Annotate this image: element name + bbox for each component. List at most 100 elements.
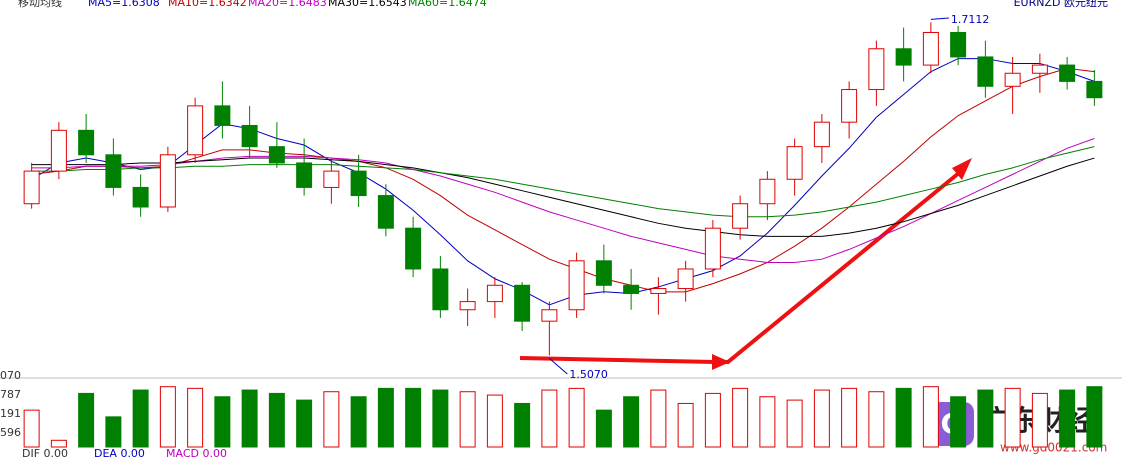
volume-bar <box>950 396 967 448</box>
candle-body <box>922 31 939 66</box>
ma-line <box>31 138 1095 263</box>
candle-body <box>159 154 176 208</box>
arrow-head <box>952 158 972 180</box>
y-axis-label: 070 <box>0 369 21 382</box>
indicator-title: 移动均线 <box>18 0 62 9</box>
candle-body <box>1059 64 1076 82</box>
volume-bar <box>405 387 422 448</box>
volume-bar <box>350 396 367 448</box>
candle-body <box>868 48 885 91</box>
volume-bar <box>541 389 558 448</box>
volume-bar <box>241 389 258 448</box>
annotation-leader <box>549 358 568 375</box>
candle-body <box>323 170 340 188</box>
volume-bar <box>868 391 885 448</box>
arrow-head <box>712 354 730 370</box>
candle-body <box>1031 64 1048 74</box>
volume-bar <box>1031 392 1048 448</box>
candle-body <box>841 89 858 123</box>
volume-bar <box>650 389 667 448</box>
candle-body <box>1086 80 1103 99</box>
candle-body <box>296 162 313 188</box>
volume-bar <box>595 409 612 448</box>
volume-bar <box>23 409 40 448</box>
candle-body <box>377 195 394 229</box>
candle-body <box>759 178 776 205</box>
candle-body <box>1004 72 1021 87</box>
volume-bar <box>786 399 803 448</box>
ma-line <box>31 146 1095 218</box>
legend-entry: MA20=1.6483 <box>248 0 327 9</box>
candle-body <box>732 203 749 229</box>
volume-bar <box>514 402 531 448</box>
candle-body <box>595 260 612 286</box>
candle-body <box>214 105 231 126</box>
annotation: 1.5070 <box>569 368 608 381</box>
candle-body <box>950 31 967 58</box>
candle-body <box>977 56 994 87</box>
volume-bar <box>459 391 476 448</box>
candle-body <box>704 227 721 270</box>
candle-body <box>78 129 95 156</box>
candle-body <box>514 284 531 322</box>
volume-bar <box>732 387 749 448</box>
volume-bar <box>268 392 285 448</box>
volume-bar <box>677 402 694 448</box>
volume-bar <box>105 416 122 448</box>
volume-bar <box>568 387 585 448</box>
volume-bar <box>841 387 858 448</box>
candle-body <box>650 288 667 294</box>
volume-bar <box>377 387 394 448</box>
candle-body <box>459 301 476 311</box>
volume-bar <box>187 387 204 448</box>
indicator-label: DEA 0.00 <box>94 447 145 457</box>
candle-body <box>23 170 40 205</box>
volume-bar <box>214 396 231 448</box>
annotation: 1.7112 <box>951 13 990 26</box>
ma-line <box>31 157 1095 237</box>
watermark-url: www.gd0021.com <box>1000 441 1107 455</box>
candle-body <box>895 48 912 66</box>
volume-bar <box>132 389 149 448</box>
volume-bar <box>1059 389 1076 448</box>
candle-body <box>486 284 503 303</box>
volume-bar <box>323 391 340 448</box>
volume-bar <box>813 389 830 448</box>
volume-bar <box>1086 386 1103 448</box>
annotation-leader <box>930 17 949 20</box>
candle-body <box>132 186 149 208</box>
candle-body <box>541 309 558 322</box>
symbol: EURNZD 欧元纽元 <box>1014 0 1108 9</box>
ma-line <box>31 67 1095 293</box>
volume-bar <box>922 386 939 448</box>
candle-body <box>50 129 67 172</box>
ma-line <box>31 58 1095 306</box>
y-axis-label: 191 <box>0 407 21 420</box>
candle-body <box>432 268 449 311</box>
candle-body <box>187 105 204 156</box>
volume-bar <box>977 389 994 448</box>
legend-entry: MA60=1.6474 <box>408 0 487 9</box>
legend-entry: MA30=1.6543 <box>328 0 407 9</box>
candle-body <box>623 284 640 294</box>
candle-body <box>405 227 422 270</box>
y-axis-label: 787 <box>0 388 21 401</box>
y-axis-label: 596 <box>0 426 21 439</box>
candle-body <box>677 268 694 290</box>
indicator-label: MACD 0.00 <box>166 447 227 457</box>
volume-bar <box>50 439 67 448</box>
candle-body <box>350 170 367 197</box>
legend-entry: MA5=1.6308 <box>88 0 160 9</box>
volume-bar <box>759 396 776 448</box>
candle-body <box>105 154 122 188</box>
volume-bar <box>159 386 176 448</box>
candle-body <box>268 146 285 164</box>
candle-body <box>568 260 585 311</box>
indicator-label: DIF 0.00 <box>22 447 68 457</box>
candle-body <box>786 146 803 180</box>
volume-bar <box>432 389 449 448</box>
volume-bar <box>704 392 721 448</box>
volume-bar <box>296 399 313 448</box>
